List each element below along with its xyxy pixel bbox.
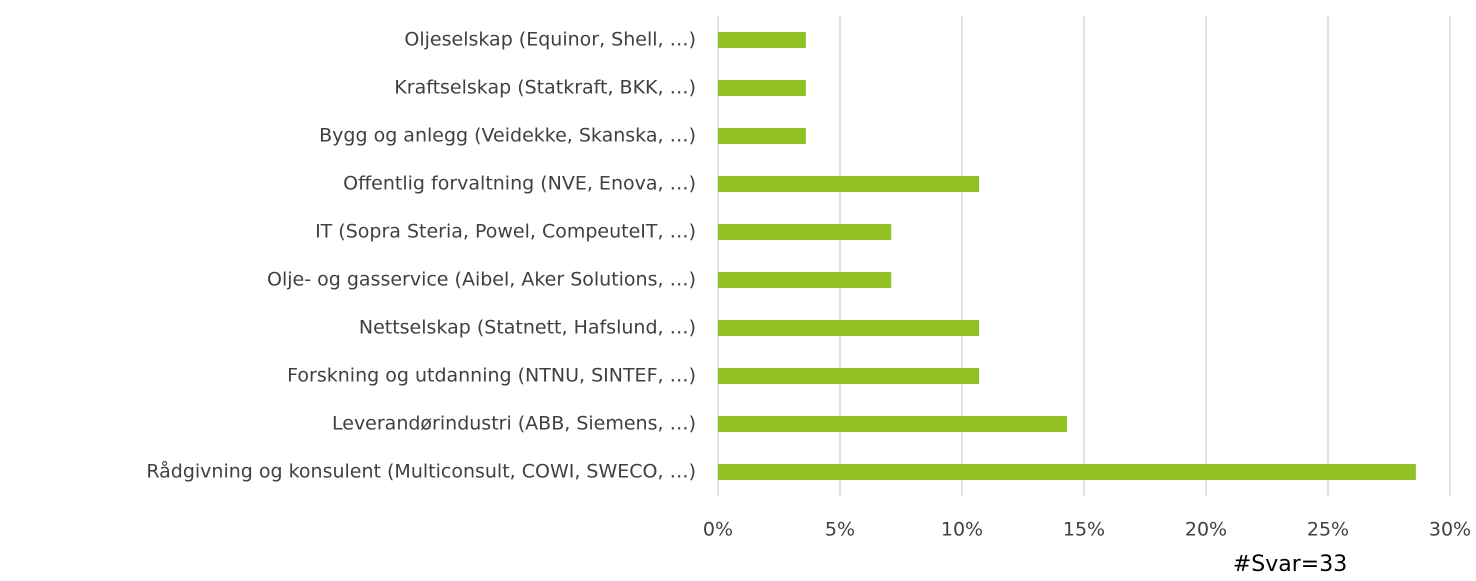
bar [718, 272, 892, 288]
bar [718, 416, 1067, 432]
bar [718, 224, 892, 240]
y-tick-label: Rådgivning og konsulent (Multiconsult, C… [146, 460, 696, 483]
x-tick-label: 15% [1063, 519, 1105, 541]
x-tick-label: 10% [941, 519, 983, 541]
bar [718, 32, 806, 48]
y-tick-label: Offentlig forvaltning (NVE, Enova, …) [343, 173, 696, 195]
x-tick-label: 0% [703, 519, 733, 541]
annotation: #Svar=33 [1233, 552, 1347, 577]
x-tick-label: 25% [1307, 519, 1349, 541]
bar [718, 176, 980, 192]
x-tick-label: 30% [1429, 519, 1471, 541]
y-tick-label: Leverandørindustri (ABB, Siemens, …) [332, 413, 696, 435]
bar [718, 128, 806, 144]
bar [718, 464, 1416, 480]
y-tick-label: Bygg og anlegg (Veidekke, Skanska, …) [319, 125, 696, 147]
bar [718, 368, 980, 384]
x-tick-label: 5% [825, 519, 855, 541]
y-tick-label: Nettselskap (Statnett, Hafslund, …) [359, 317, 696, 339]
y-tick-label: Forskning og utdanning (NTNU, SINTEF, …) [287, 365, 696, 387]
bar [718, 80, 806, 96]
y-tick-label: IT (Sopra Steria, Powel, CompeuteIT, …) [315, 221, 696, 243]
y-tick-label: Olje- og gasservice (Aibel, Aker Solutio… [267, 269, 696, 291]
x-tick-label: 20% [1185, 519, 1227, 541]
bar [718, 320, 980, 336]
y-tick-label: Oljeselskap (Equinor, Shell, …) [404, 29, 696, 51]
y-tick-label: Kraftselskap (Statkraft, BKK, …) [394, 77, 696, 99]
